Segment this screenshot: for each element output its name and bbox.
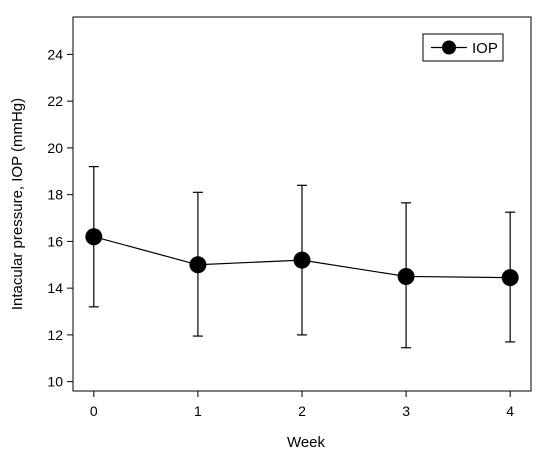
x-tick-label: 1	[194, 403, 202, 419]
x-axis-title: Week	[287, 434, 326, 451]
y-tick-label: 10	[47, 374, 63, 390]
data-point	[501, 269, 519, 287]
y-axis-title: Intacular pressure, IOP (mmHg)	[9, 98, 26, 310]
legend-label-iop: IOP	[472, 40, 498, 57]
y-tick-label: 16	[47, 233, 63, 249]
y-tick-label: 14	[47, 280, 63, 296]
data-point	[397, 267, 415, 285]
data-point	[85, 228, 103, 246]
x-axis: 0 1 2 3 4	[90, 391, 514, 419]
y-axis: 10 12 14 16 18 20 22 24	[47, 46, 73, 390]
y-tick-label: 12	[47, 327, 63, 343]
legend-marker-icon	[442, 40, 456, 55]
series-layer	[85, 166, 519, 349]
data-point	[293, 251, 311, 269]
x-tick-label: 3	[402, 403, 410, 419]
x-tick-label: 0	[90, 403, 98, 419]
y-tick-label: 18	[47, 187, 63, 203]
y-tick-label: 22	[47, 93, 63, 109]
y-tick-label: 24	[47, 46, 63, 62]
x-tick-label: 4	[506, 403, 514, 419]
legend: IOP	[422, 33, 504, 62]
y-tick-label: 20	[47, 140, 63, 156]
data-point	[189, 256, 207, 274]
x-tick-label: 2	[298, 403, 306, 419]
